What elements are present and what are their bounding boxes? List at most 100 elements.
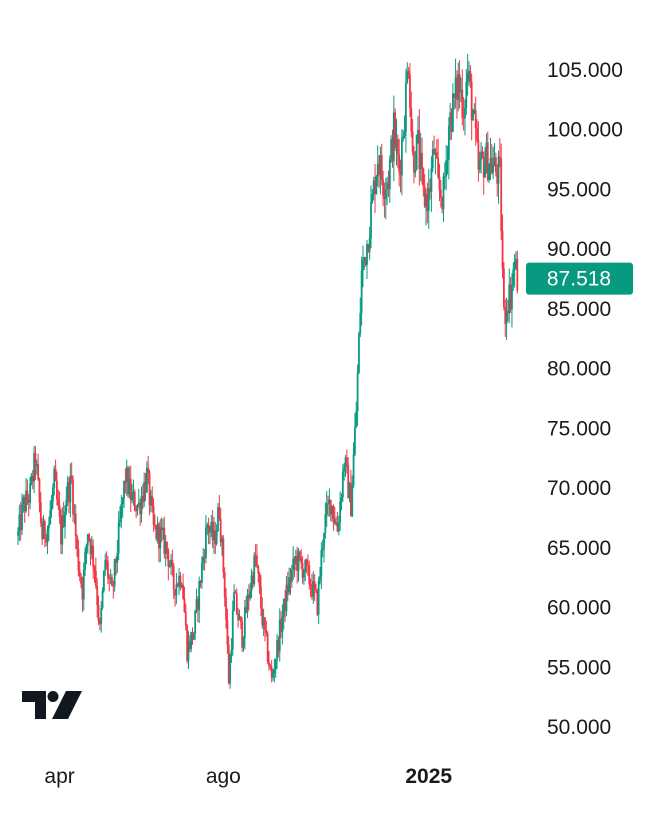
candle-up: [209, 531, 211, 533]
candle-down: [92, 545, 95, 567]
candle-up: [285, 584, 288, 612]
candle-up: [51, 487, 54, 502]
candle-up: [143, 481, 146, 503]
candle-down: [72, 479, 74, 515]
candle-down: [482, 156, 485, 178]
candle-up: [53, 468, 56, 488]
candle-up: [454, 77, 457, 98]
candle-down: [494, 157, 497, 172]
candle-up: [443, 176, 446, 178]
candle-up: [384, 189, 387, 200]
candle-down: [398, 154, 401, 173]
candle-down: [56, 481, 58, 500]
candle-down: [387, 182, 390, 190]
candle-up: [292, 558, 295, 571]
candle-up: [425, 194, 427, 207]
candle-up: [180, 584, 183, 588]
candle-up: [21, 504, 23, 531]
candle-up: [61, 515, 64, 545]
candle-up: [230, 649, 233, 657]
candle-down: [58, 505, 61, 517]
candle-down: [456, 77, 458, 100]
candle-down: [293, 558, 296, 564]
candle-down: [108, 578, 111, 580]
candle-down: [418, 129, 421, 170]
candle-down: [313, 581, 316, 589]
candle-up: [493, 157, 496, 165]
candles: [17, 53, 519, 689]
candle-up: [215, 530, 218, 544]
candle-down: [171, 560, 174, 567]
candle-down: [507, 310, 509, 314]
candle-up: [417, 129, 419, 135]
candle-down: [423, 186, 426, 207]
candle-up: [123, 480, 125, 499]
candle-up: [145, 467, 148, 493]
candle-up: [49, 510, 52, 525]
candle-down: [270, 666, 273, 678]
candle-up: [400, 138, 403, 176]
candle-down: [141, 496, 144, 503]
candle-down: [154, 524, 156, 526]
candle-up: [466, 72, 469, 82]
candle-up: [149, 496, 152, 506]
candle-up: [85, 545, 88, 552]
candle-down: [225, 597, 227, 621]
candle-up: [415, 134, 418, 170]
candle-down: [245, 607, 248, 613]
candle-up: [317, 580, 320, 615]
candle-up: [359, 312, 362, 334]
candle-up: [362, 259, 364, 271]
candle-up: [47, 524, 50, 529]
candle-down: [37, 464, 40, 480]
candle-down: [182, 584, 184, 599]
candle-down: [34, 452, 37, 467]
candle-down: [172, 566, 175, 590]
candle-down: [501, 231, 504, 269]
price-tick-label: 60.000: [547, 597, 611, 620]
candle-down: [186, 625, 189, 661]
candle-up: [344, 457, 347, 468]
candle-down: [289, 577, 292, 583]
tradingview-logo[interactable]: [22, 691, 82, 719]
candle-up: [358, 333, 360, 374]
candle-up: [325, 503, 328, 514]
candle-up: [513, 261, 516, 270]
price-tick-label: 55.000: [547, 656, 611, 679]
candle-down: [151, 496, 154, 506]
candle-up: [488, 164, 491, 180]
candle-up: [104, 559, 107, 571]
candle-up: [90, 545, 93, 555]
candle-down: [45, 537, 48, 543]
candle-down: [486, 142, 489, 180]
candle-down: [461, 89, 464, 118]
candle-down: [349, 482, 352, 517]
candle-up: [162, 527, 164, 531]
candle-up: [288, 577, 291, 593]
price-tick-label: 95.000: [547, 178, 611, 201]
candle-down: [453, 93, 456, 98]
candle-up: [109, 577, 112, 579]
candle-down: [188, 641, 191, 649]
candle-up: [103, 570, 105, 591]
candle-up: [337, 522, 340, 532]
candle-down: [98, 621, 101, 624]
candle-down: [450, 112, 453, 132]
candle-down: [112, 585, 115, 587]
candle-up: [297, 551, 300, 571]
candle-up: [29, 483, 31, 503]
candle-up: [170, 560, 172, 567]
candle-down: [135, 510, 138, 512]
candle-up: [335, 522, 338, 524]
candle-up: [168, 566, 171, 568]
candle-down: [458, 74, 461, 92]
candle-up: [321, 548, 324, 551]
candle-down: [127, 467, 129, 495]
candle-up: [445, 160, 448, 177]
candle-up: [414, 169, 417, 173]
candle-up: [86, 534, 89, 546]
candle-up: [82, 569, 85, 600]
candle-down: [203, 556, 206, 559]
candle-down: [439, 189, 442, 198]
